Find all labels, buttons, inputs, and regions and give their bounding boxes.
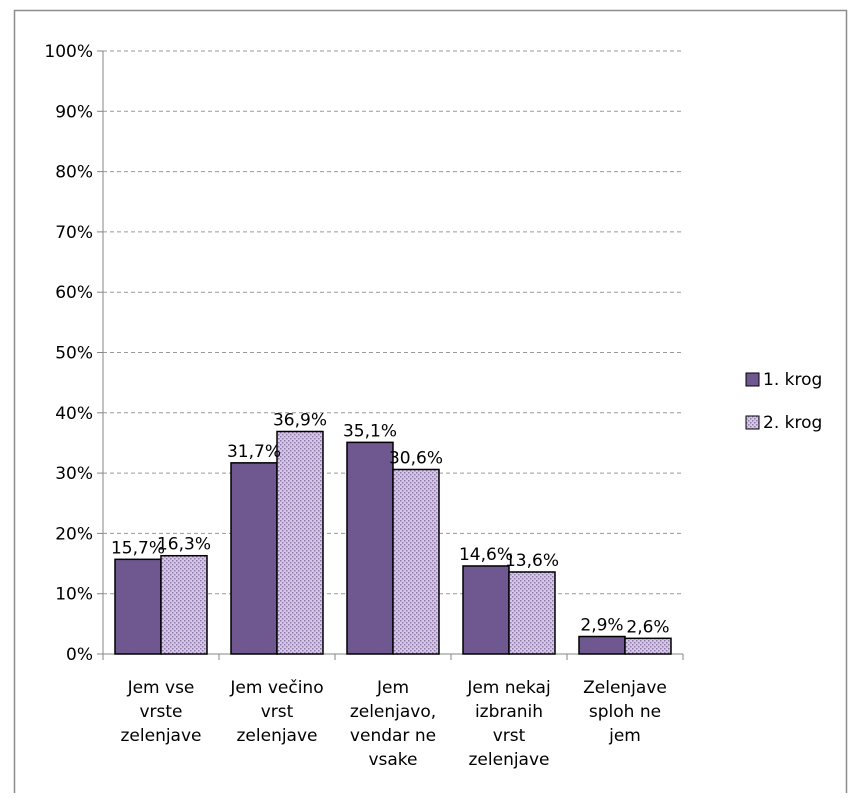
y-tick-label: 50% (55, 344, 93, 364)
data-label: 13,6% (505, 551, 559, 571)
category-label: zelenjave (121, 726, 202, 746)
bar (624, 637, 672, 655)
bar (160, 554, 208, 655)
data-label: 36,9% (273, 410, 327, 430)
category-label: jem (608, 726, 641, 746)
category-label: Jem večino (229, 678, 323, 698)
data-label: 35,1% (343, 421, 397, 441)
category-label: vendar ne (350, 726, 436, 746)
y-tick-label: 0% (66, 645, 93, 665)
y-tick-label: 90% (55, 102, 93, 122)
category-label: vrst (493, 726, 526, 746)
y-tick-label: 100% (44, 42, 93, 62)
bar (508, 571, 556, 655)
bar (230, 462, 278, 655)
category-label: zelenjave (237, 726, 318, 746)
legend-swatch (745, 415, 760, 430)
y-tick-label: 70% (55, 223, 93, 243)
category-label: Jem (376, 678, 409, 698)
bars (114, 430, 672, 655)
data-labels: 15,7%16,3% 31,7% 36,9% 35,1% 30,6% 14,6%13,6%… (111, 410, 670, 637)
category-label: vrste (139, 702, 182, 722)
bar (462, 565, 510, 655)
legend: 1. krog 2. krog (745, 370, 822, 433)
y-tick-label: 20% (55, 524, 93, 544)
category-label: vsake (368, 750, 417, 770)
category-label: zelenjavo, (350, 702, 436, 722)
data-label: 2,6% (626, 617, 669, 637)
gridlines (103, 50, 683, 595)
data-label: 14,6% (459, 545, 513, 565)
data-label: 2,9% (580, 616, 623, 636)
category-label: sploh ne (589, 702, 661, 722)
category-label: zelenjave (469, 750, 550, 770)
data-label: 15,7% (111, 538, 165, 558)
y-tick-label: 60% (55, 283, 93, 303)
legend-label: 2. krog (763, 413, 822, 433)
y-tick-label: 80% (55, 163, 93, 183)
data-label: 30,6% (389, 448, 443, 468)
category-label: Jem nekaj (466, 678, 550, 698)
y-tick-label: 10% (55, 585, 93, 605)
bar (392, 468, 440, 655)
data-label: 31,7% (227, 442, 281, 462)
legend-label: 1. krog (763, 370, 822, 390)
y-tick-label: 40% (55, 404, 93, 424)
category-label: Zelenjave (583, 678, 667, 698)
category-label: izbranih (475, 702, 543, 722)
bar (578, 635, 626, 655)
legend-swatch (745, 372, 760, 387)
bar (346, 441, 394, 655)
bar (114, 558, 162, 655)
category-labels: Jem vse vrste zelenjave Jem večino vrst zelen… (121, 678, 667, 770)
data-label: 16,3% (157, 535, 211, 555)
chart-border (13, 9, 848, 798)
category-label: Jem vse (127, 678, 195, 698)
category-label: vrst (261, 702, 294, 722)
bar (276, 430, 324, 655)
y-tick-label: 30% (55, 464, 93, 484)
